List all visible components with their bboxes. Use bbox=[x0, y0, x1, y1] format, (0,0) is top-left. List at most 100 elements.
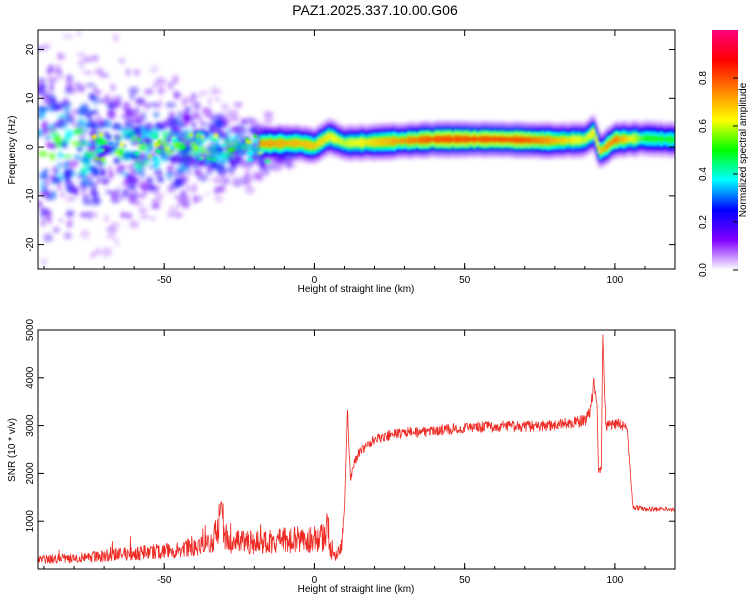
heatmap-cell bbox=[174, 178, 182, 188]
heatmap-cell bbox=[272, 140, 274, 147]
heatmap-cell bbox=[264, 140, 267, 147]
heatmap-cell bbox=[344, 140, 347, 146]
heatmap-cell bbox=[151, 216, 155, 221]
heatmap-cell bbox=[140, 146, 146, 150]
heatmap-cell bbox=[122, 152, 133, 159]
heatmap-cell bbox=[549, 137, 552, 145]
heatmap-cell bbox=[174, 195, 182, 200]
heatmap-cell bbox=[474, 135, 476, 144]
heatmap-cell bbox=[184, 133, 191, 141]
heatmap-cell bbox=[322, 136, 325, 145]
heatmap-cell bbox=[180, 190, 186, 196]
spectrogram-ytick-label: 0 bbox=[25, 144, 36, 150]
heatmap-cell bbox=[292, 140, 294, 147]
heatmap-cell bbox=[83, 138, 88, 147]
heatmap-cell bbox=[210, 145, 215, 149]
heatmap-cell bbox=[184, 106, 192, 114]
heatmap-cell bbox=[166, 184, 174, 194]
heatmap-cell bbox=[66, 185, 71, 193]
heatmap-cell bbox=[192, 151, 199, 157]
heatmap-cell bbox=[113, 134, 122, 140]
colorbar-label: Normalized spectral amplitude bbox=[738, 82, 749, 217]
heatmap-cell bbox=[66, 80, 74, 90]
heatmap-cell bbox=[483, 135, 485, 144]
heatmap-cell bbox=[125, 108, 133, 118]
spectrogram-ylabel: Frequency (Hz) bbox=[7, 116, 18, 185]
heatmap-cell bbox=[497, 136, 500, 143]
heatmap-cell bbox=[90, 55, 100, 62]
heatmap-cell bbox=[548, 136, 550, 145]
heatmap-cell bbox=[40, 207, 49, 215]
heatmap-cell bbox=[95, 114, 103, 124]
heatmap-cell bbox=[401, 137, 404, 145]
heatmap-cell bbox=[48, 124, 54, 129]
heatmap-cell bbox=[409, 136, 411, 145]
heatmap-cell bbox=[661, 135, 664, 143]
heatmap-cell bbox=[499, 135, 502, 143]
heatmap-cell bbox=[585, 134, 588, 142]
heatmap-cell bbox=[263, 139, 265, 148]
heatmap-cell bbox=[374, 138, 377, 146]
heatmap-cell bbox=[84, 151, 96, 159]
heatmap-cell bbox=[609, 140, 612, 147]
heatmap-cell bbox=[310, 141, 312, 150]
heatmap-cell bbox=[65, 74, 74, 82]
heatmap-cell bbox=[252, 127, 257, 135]
heatmap-cell bbox=[244, 186, 255, 194]
heatmap-cell bbox=[533, 136, 536, 144]
heatmap-cell bbox=[668, 135, 671, 144]
snr-series-line bbox=[38, 334, 675, 564]
heatmap-cell bbox=[439, 135, 442, 143]
heatmap-cell bbox=[93, 100, 98, 106]
heatmap-cell bbox=[252, 171, 259, 181]
snr-xtick-label: 50 bbox=[459, 575, 471, 586]
heatmap-cell bbox=[113, 98, 122, 108]
heatmap-cell bbox=[508, 137, 511, 143]
snr-ytick-label: 5000 bbox=[25, 318, 36, 341]
heatmap-cell bbox=[44, 136, 51, 140]
heatmap-cell bbox=[74, 155, 82, 161]
heatmap-cell bbox=[214, 176, 222, 185]
heatmap-cell bbox=[56, 114, 68, 119]
snr-xtick-label: 100 bbox=[607, 575, 624, 586]
heatmap-cell bbox=[670, 135, 673, 144]
heatmap-cell bbox=[237, 101, 244, 108]
heatmap-cell bbox=[217, 145, 224, 152]
heatmap-cell bbox=[136, 137, 141, 142]
heatmap-cell bbox=[118, 193, 126, 201]
heatmap-cell bbox=[414, 137, 417, 144]
heatmap-cell bbox=[347, 138, 350, 148]
heatmap-cell bbox=[231, 162, 238, 169]
heatmap-cell bbox=[596, 140, 599, 149]
heatmap-cell bbox=[138, 206, 148, 215]
colorbar-tick-label: 0.8 bbox=[698, 71, 709, 85]
heatmap-cell bbox=[139, 169, 145, 175]
heatmap-cell bbox=[38, 200, 43, 209]
heatmap-cell bbox=[166, 170, 172, 176]
heatmap-cell bbox=[531, 137, 534, 144]
heatmap-cell bbox=[353, 139, 356, 146]
heatmap-cell bbox=[676, 127, 678, 152]
heatmap-cell bbox=[299, 140, 302, 147]
heatmap-cell bbox=[62, 162, 70, 168]
heatmap-cell bbox=[119, 57, 125, 64]
heatmap-cell bbox=[600, 148, 603, 154]
heatmap-cell bbox=[259, 140, 262, 148]
colorbar-tick-label: 0.0 bbox=[698, 263, 709, 277]
heatmap-cell bbox=[369, 139, 372, 146]
heatmap-cell bbox=[38, 111, 46, 120]
heatmap-cell bbox=[117, 150, 123, 154]
heatmap-cell bbox=[62, 34, 74, 39]
heatmap-cell bbox=[75, 87, 85, 92]
heatmap-cell bbox=[102, 141, 109, 144]
heatmap-cell bbox=[594, 135, 597, 142]
heatmap-cell bbox=[176, 168, 186, 176]
heatmap-cell bbox=[148, 154, 153, 159]
heatmap-cell bbox=[230, 114, 239, 122]
heatmap-cell bbox=[201, 90, 209, 95]
heatmap-cell bbox=[652, 134, 655, 143]
heatmap-cell bbox=[288, 140, 291, 147]
heatmap-cell bbox=[257, 151, 264, 155]
heatmap-cell bbox=[445, 135, 448, 144]
